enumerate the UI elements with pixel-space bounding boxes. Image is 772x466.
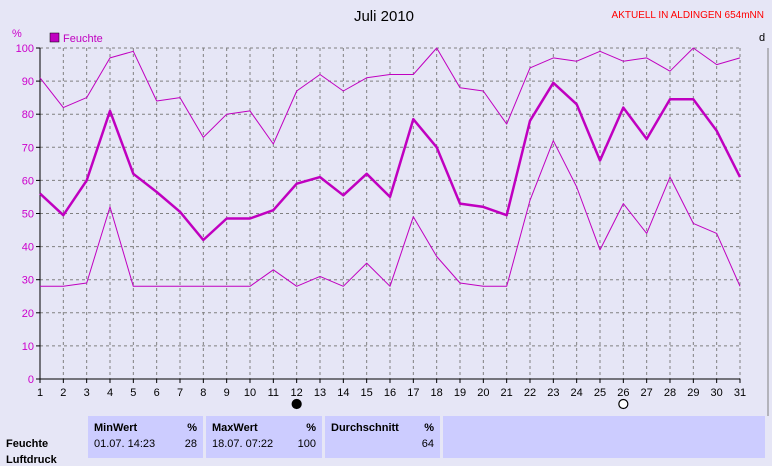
stats-max-header: MaxWert	[212, 422, 258, 434]
x-tick-label: 4	[107, 387, 113, 399]
series-line-mean	[39, 81, 742, 242]
stats-avg-header: Durchschnitt	[331, 422, 399, 434]
stats-avg-unit: %	[424, 422, 434, 434]
right-edge-label: d	[759, 32, 765, 44]
y-tick-label: 20	[22, 308, 34, 320]
stats-min-time: 01.07. 14:23	[94, 438, 156, 450]
x-tick-label: 1	[37, 387, 43, 399]
x-tick-label: 13	[314, 387, 326, 399]
y-tick-label: 40	[22, 242, 34, 254]
x-tick-label: 7	[177, 387, 183, 399]
x-tick-label: 10	[244, 387, 256, 399]
y-axis-unit: %	[12, 28, 22, 40]
series	[39, 47, 742, 287]
y-tick-label: 80	[22, 109, 34, 121]
y-tick-label: 50	[22, 209, 34, 221]
x-tick-label: 31	[734, 387, 746, 399]
station-label: AKTUELL IN ALDINGEN 654mNN	[612, 10, 764, 21]
stats-min-header: MinWert	[94, 422, 138, 434]
x-tick-label: 12	[291, 387, 303, 399]
x-tick-label: 18	[431, 387, 443, 399]
stats-row-label: Feuchte	[6, 438, 49, 450]
y-tick-labels: 0 10 20 30 40 50 60 70 80 90 100	[16, 43, 40, 386]
series-line-max	[39, 47, 741, 145]
x-tick-label: 22	[524, 387, 536, 399]
y-tick-label: 70	[22, 142, 34, 154]
x-tick-label: 5	[130, 387, 136, 399]
stats-next-row-label: Luftdruck	[6, 454, 57, 466]
y-tick-label: 30	[22, 275, 34, 287]
x-tick-label: 3	[84, 387, 90, 399]
y-tick-label: 90	[22, 76, 34, 88]
x-tick-label: 15	[361, 387, 373, 399]
x-tick-label: 2	[60, 387, 66, 399]
x-tick-label: 11	[268, 387, 279, 399]
stats-max-time: 18.07. 07:22	[212, 438, 274, 450]
legend-label: Feuchte	[63, 33, 103, 45]
stats-empty-cell	[443, 416, 765, 458]
stats-min-cell: MinWert % 01.07. 14:23 28	[88, 416, 203, 458]
x-tick-label: 8	[200, 387, 206, 399]
full-moon-marker	[618, 398, 629, 410]
x-tick-label: 30	[711, 387, 723, 399]
grid	[40, 47, 741, 379]
stats-min-unit: %	[187, 422, 197, 434]
x-tick-label: 29	[687, 387, 699, 399]
x-tick-label: 6	[154, 387, 160, 399]
legend: Feuchte	[49, 32, 103, 45]
x-tick-label: 24	[571, 387, 583, 399]
x-tick-label: 16	[384, 387, 396, 399]
x-tick-label: 27	[641, 387, 653, 399]
stats-min-value: 28	[184, 438, 197, 450]
stats-max-value: 100	[297, 438, 316, 450]
y-tick-label: 0	[28, 374, 34, 386]
x-tick-label: 9	[224, 387, 230, 399]
x-tick-label: 25	[594, 387, 606, 399]
x-tick-label: 23	[547, 387, 559, 399]
x-tick-label: 20	[477, 387, 489, 399]
x-tick-label: 21	[501, 387, 513, 399]
series-line-min	[40, 140, 741, 287]
statistics-table: Feuchte Luftdruck MinWert % 01.07. 14:23…	[0, 416, 772, 466]
x-tick-label: 17	[407, 387, 419, 399]
y-tick-label: 100	[16, 43, 34, 55]
y-tick-label: 10	[22, 341, 34, 353]
stats-avg-value: 64	[421, 438, 434, 450]
x-tick-label: 28	[664, 387, 676, 399]
x-tick-label: 26	[617, 387, 629, 399]
x-tick-label: 19	[454, 387, 466, 399]
legend-swatch	[49, 32, 60, 43]
chart-title: Juli 2010	[354, 8, 414, 25]
x-tick-labels: 1 2 3 4 5 6 7 8 9 10 11 12 13 14 15 16 17 18 19 20 21 22 23 24 2…	[37, 379, 746, 399]
new-moon-marker	[291, 398, 302, 410]
x-tick-label: 14	[337, 387, 349, 399]
stats-avg-cell: Durchschnitt % 64	[325, 416, 440, 458]
y-tick-label: 60	[22, 175, 34, 187]
stats-max-unit: %	[306, 422, 316, 434]
day-markers	[291, 398, 629, 410]
stats-max-cell: MaxWert % 18.07. 07:22 100	[206, 416, 322, 458]
